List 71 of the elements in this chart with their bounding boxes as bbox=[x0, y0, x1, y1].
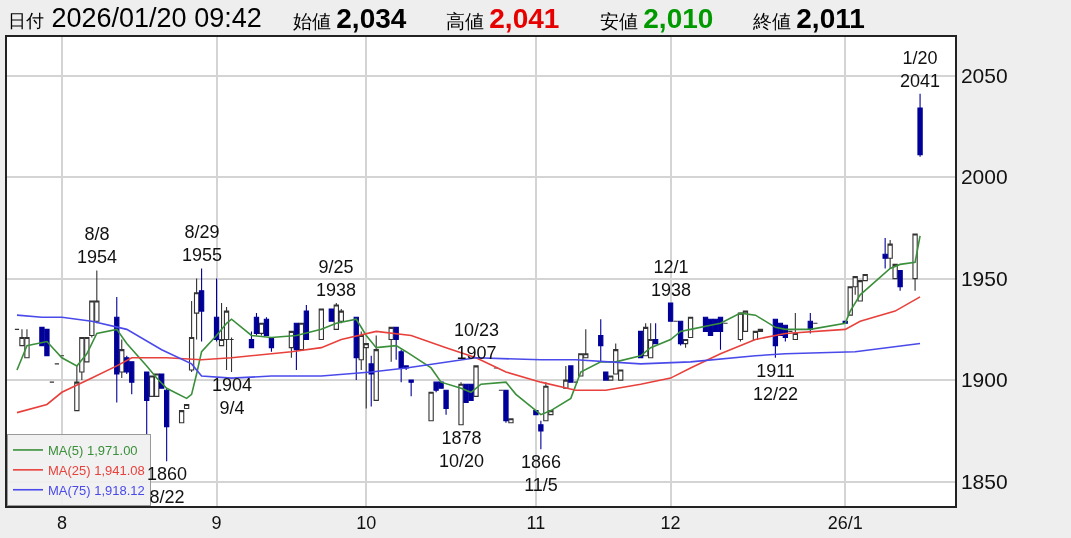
candlestick bbox=[652, 322, 659, 345]
x-tick-label: 11 bbox=[526, 513, 546, 534]
candlestick bbox=[223, 306, 230, 371]
x-tick-label: 9 bbox=[211, 513, 222, 534]
candlestick bbox=[293, 322, 300, 371]
candlestick bbox=[114, 296, 120, 403]
x-tick-label: 8 bbox=[56, 513, 67, 534]
candlestick bbox=[144, 371, 150, 436]
chart-title: 日付 2026/01/20 09:42 bbox=[8, 3, 262, 34]
y-tick-label: 2050 bbox=[960, 63, 1008, 87]
text: 始値 2,034 bbox=[293, 3, 407, 34]
candlestick bbox=[538, 420, 544, 450]
candlestick bbox=[917, 93, 923, 158]
annotation: 12/1 1938 bbox=[651, 257, 692, 301]
candlestick bbox=[458, 381, 464, 426]
candlestick bbox=[263, 316, 270, 336]
candlestick bbox=[568, 365, 574, 383]
legend-label: MA(5) 1,971.00 bbox=[48, 443, 138, 459]
candlestick bbox=[508, 418, 514, 424]
text: 終値 2,011 bbox=[752, 3, 865, 34]
candlestick bbox=[353, 316, 359, 381]
legend-label: MA(25) 1,941.08 bbox=[48, 462, 145, 478]
candlestick bbox=[258, 322, 265, 336]
candlestick bbox=[882, 237, 888, 269]
candlestick bbox=[503, 389, 509, 424]
line-series bbox=[16, 296, 921, 414]
text: 安値 2,010 bbox=[600, 3, 714, 34]
candlestick bbox=[792, 312, 799, 341]
candlestick bbox=[667, 302, 674, 322]
candlestick bbox=[473, 365, 479, 397]
candlestick bbox=[373, 334, 379, 401]
y-tick-label: 1950 bbox=[960, 266, 1008, 290]
y-tick-label: 1850 bbox=[960, 469, 1008, 493]
candlestick bbox=[408, 379, 414, 397]
candlestick bbox=[428, 391, 434, 422]
candlestick bbox=[897, 269, 903, 292]
candlestick bbox=[598, 318, 604, 363]
candlestick bbox=[563, 365, 569, 389]
annotation: 1866 11/5 bbox=[521, 452, 562, 496]
candlestick bbox=[303, 304, 310, 341]
candlestick bbox=[193, 278, 200, 341]
candlestick bbox=[368, 355, 374, 408]
annotation: 1904 9/4 bbox=[212, 375, 253, 419]
annotation: 1878 10/20 bbox=[439, 428, 485, 472]
x-tick-label: 12 bbox=[660, 513, 681, 534]
x-tick-label: 10 bbox=[356, 513, 377, 534]
annotation: 1860 8/22 bbox=[147, 464, 188, 508]
candlestick bbox=[178, 410, 185, 424]
candlestick bbox=[213, 278, 220, 343]
y-tick-label: 2000 bbox=[960, 165, 1008, 189]
candlestick bbox=[682, 338, 689, 349]
annotation: 8/8 1954 bbox=[77, 224, 118, 268]
candlestick bbox=[188, 300, 195, 373]
candlestick bbox=[253, 312, 260, 336]
candlestick bbox=[328, 308, 334, 322]
candlestick bbox=[163, 387, 170, 462]
candlestick bbox=[717, 316, 724, 351]
candlestick bbox=[198, 267, 205, 343]
annotation: 1/20 2041 bbox=[900, 48, 941, 92]
annotation: 9/25 1938 bbox=[316, 257, 357, 301]
candlestick bbox=[737, 312, 744, 343]
y-tick-label: 1900 bbox=[960, 368, 1008, 392]
annotation: 1911 12/22 bbox=[753, 361, 799, 405]
x-tick-label: 26/1 bbox=[827, 513, 863, 534]
line-series bbox=[16, 314, 921, 379]
candlestick bbox=[603, 371, 609, 381]
candlestick bbox=[248, 330, 255, 349]
text: 高値 2,041 bbox=[446, 3, 560, 34]
annotation: 8/29 1955 bbox=[182, 222, 223, 266]
candlestick bbox=[149, 375, 155, 397]
legend-label: MA(75) 1,918.12 bbox=[48, 482, 145, 498]
